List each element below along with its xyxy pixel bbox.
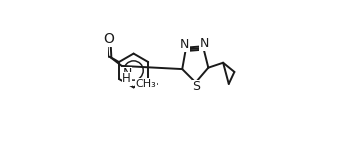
Text: O: O	[104, 32, 115, 46]
Text: CH₃: CH₃	[136, 79, 156, 89]
Text: N: N	[122, 67, 132, 80]
Text: H: H	[122, 72, 131, 85]
Text: N: N	[180, 38, 189, 51]
Text: S: S	[192, 80, 200, 93]
Text: N: N	[200, 37, 209, 50]
